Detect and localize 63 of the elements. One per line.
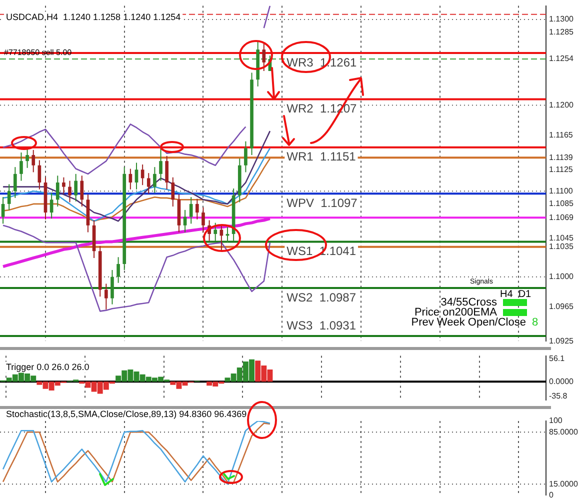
candlestick <box>171 176 175 208</box>
candlestick <box>104 283 108 310</box>
annotation: Price on200EMA <box>414 306 498 319</box>
candlestick <box>68 180 72 203</box>
text: USDCAD,H4 1.1240 1.1258 1.1240 1.1254 <box>6 12 181 22</box>
y-tick-label: 0 <box>549 490 554 500</box>
y-tick-label: 0.0000 <box>549 376 574 386</box>
candlestick <box>159 148 162 182</box>
candlestick <box>20 152 23 182</box>
text: Trigger 0.0 26.0 26.0 <box>6 362 90 372</box>
candlestick <box>153 166 156 194</box>
candlestick <box>262 42 266 72</box>
chart-title: Stochastic(13,8,5,SMA,Close/Close,89,13) 94.8360 96.4369 <box>6 408 247 419</box>
annotation: H4 D1 <box>500 288 532 300</box>
y-tick-label: 1.1285 <box>549 28 574 37</box>
y-tick-label: 1.1045 <box>549 233 574 242</box>
annotation: Prev Week Open/Close <box>411 316 526 329</box>
y-tick-label: 1.1200 <box>549 100 574 110</box>
candlestick <box>32 149 36 173</box>
annotation: #7718950 sell 5.00 <box>4 48 72 58</box>
y-tick-label: 1.1035 <box>549 242 574 252</box>
annotation: 34/55Cross <box>440 296 498 309</box>
y-tick-label: 1.1100 <box>549 186 574 196</box>
y-tick-label: 1.1139 <box>549 152 574 162</box>
y-tick-label: 1.1125 <box>549 164 574 174</box>
candlestick <box>14 166 17 198</box>
ref-line-label: WS2 1.0987 <box>286 290 356 304</box>
candlestick <box>110 270 114 305</box>
candlestick <box>1 196 5 224</box>
candlestick <box>214 222 218 242</box>
y-tick-label: 1.1000 <box>549 272 574 282</box>
candlestick <box>146 172 150 194</box>
y-tick-label: 1.1165 <box>549 130 574 140</box>
y-tick-label: 1.1254 <box>549 54 574 64</box>
candlestick <box>189 196 193 224</box>
y-tick-label: 100 <box>549 416 563 426</box>
candlestick <box>62 176 66 194</box>
candlestick <box>202 206 205 233</box>
y-tick-label: 1.1085 <box>549 199 574 208</box>
candlestick <box>7 184 11 210</box>
y-tick-label: 1.0925 <box>549 336 574 346</box>
ref-line-label: WPV 1.1097 <box>286 196 358 210</box>
candlestick <box>56 175 60 208</box>
candlestick <box>116 256 120 284</box>
candlestick <box>196 198 199 220</box>
y-tick-label: 56.1 <box>549 354 566 364</box>
candlestick <box>26 148 29 168</box>
candlestick <box>80 175 84 208</box>
y-tick-label: 1.1300 <box>549 14 574 24</box>
y-tick-label: -35.8 <box>549 391 568 400</box>
y-tick-label: 1.1069 <box>549 212 574 222</box>
ref-line-label: WS3 1.0931 <box>286 318 356 332</box>
y-tick-label: 15.0000 <box>549 479 578 488</box>
y-tick-label: 85.0000 <box>549 427 578 436</box>
ref-line-label: WR1 1.1151 <box>286 150 356 164</box>
candlestick <box>74 173 78 202</box>
candlestick <box>220 224 224 252</box>
y-tick-label: 1.0965 <box>549 302 574 312</box>
candlestick <box>244 140 248 173</box>
candlestick <box>134 162 138 190</box>
candlestick <box>50 192 54 220</box>
candlestick <box>165 155 168 190</box>
annotation: 8 <box>532 316 538 329</box>
